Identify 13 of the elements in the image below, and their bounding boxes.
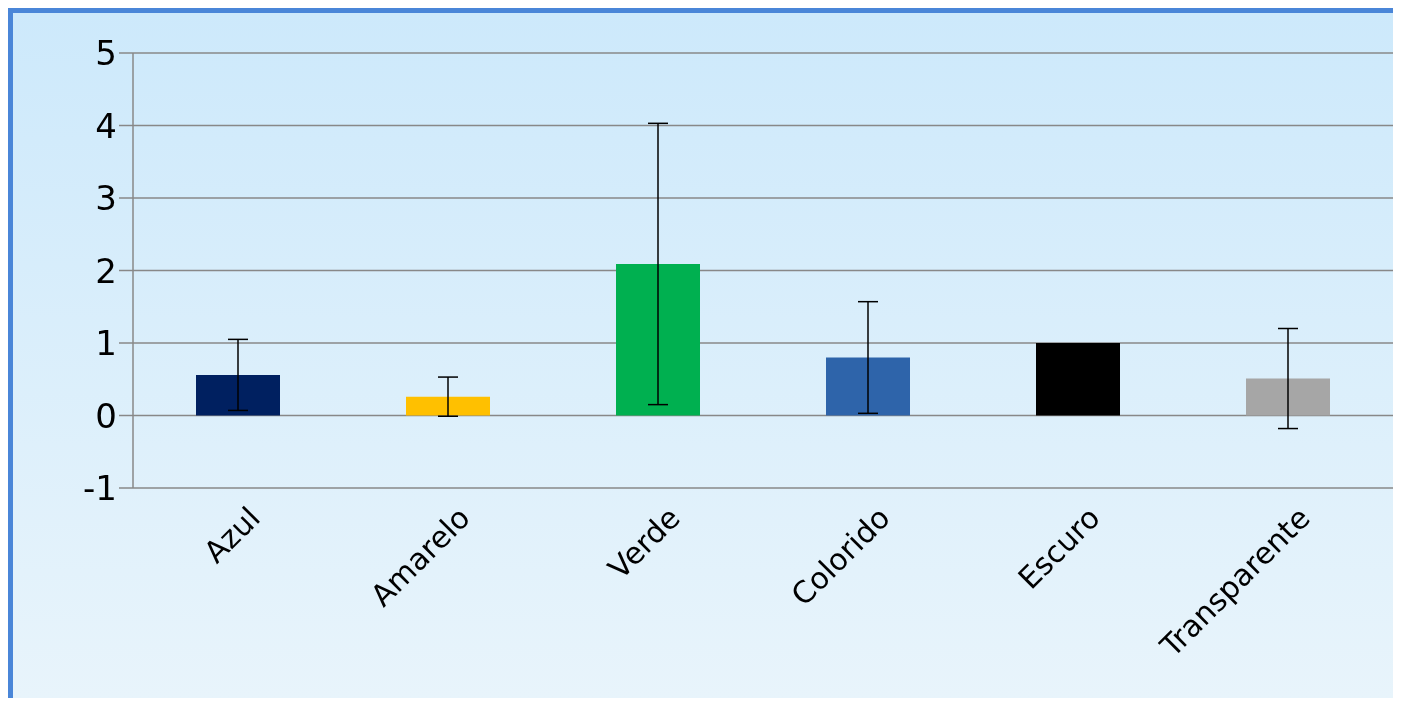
y-tick-label: 1	[95, 323, 117, 364]
bar	[1036, 343, 1120, 416]
bar	[616, 263, 700, 416]
y-tick-label: 4	[95, 105, 117, 146]
y-tick-label: -1	[83, 468, 117, 509]
y-tick-label: 3	[95, 178, 117, 219]
y-tick-label: 0	[95, 395, 117, 436]
y-tick-label: 5	[95, 33, 117, 74]
bar	[406, 396, 490, 416]
bar	[196, 374, 280, 416]
bar	[1246, 378, 1330, 416]
y-tick-label: 2	[95, 250, 117, 291]
bar	[826, 357, 910, 416]
